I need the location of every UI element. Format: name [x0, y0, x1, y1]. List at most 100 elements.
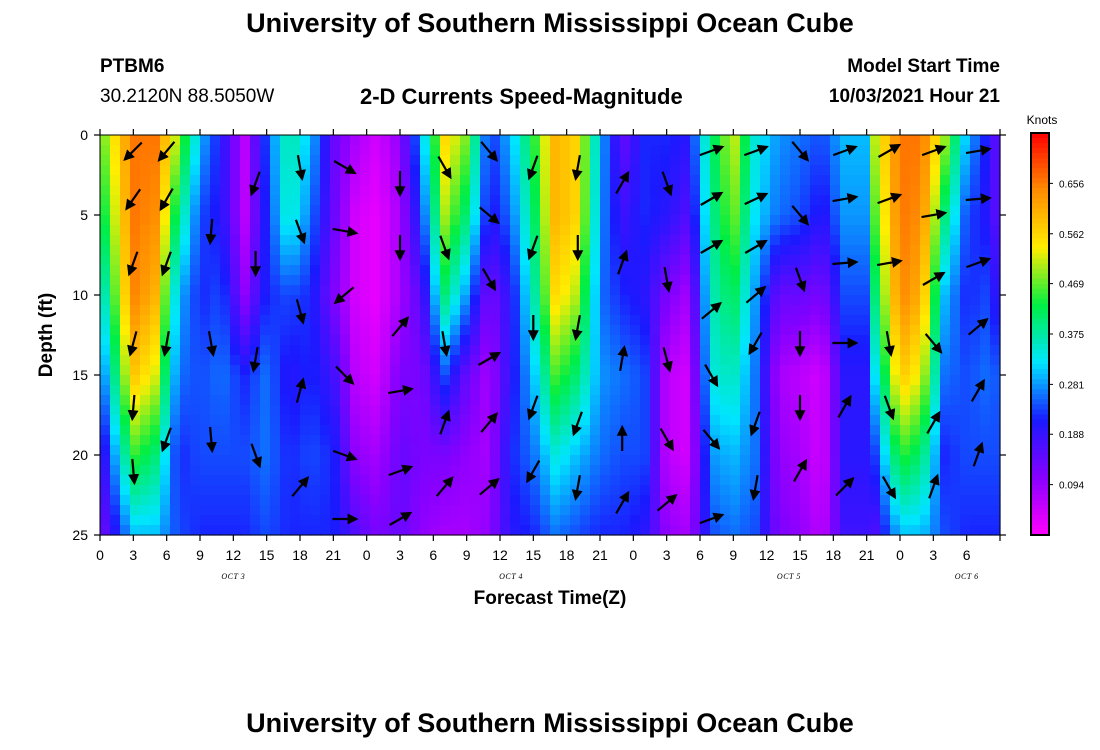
heatmap-cell [360, 495, 371, 506]
heatmap-cell [220, 475, 231, 486]
heatmap-cell [530, 365, 541, 376]
heatmap-cell [680, 215, 691, 226]
heatmap-cell [400, 395, 411, 406]
heatmap-cell [950, 485, 961, 496]
heatmap-cell [170, 165, 181, 176]
heatmap-cell [430, 155, 441, 166]
heatmap-cell [850, 325, 861, 336]
heatmap-cell [680, 455, 691, 466]
heatmap-cell [230, 365, 241, 376]
heatmap-cell [470, 375, 481, 386]
heatmap-cell [470, 265, 481, 276]
heatmap-cell [870, 485, 881, 496]
heatmap-cell [810, 455, 821, 466]
heatmap-cell [690, 235, 701, 246]
heatmap-cell [880, 165, 891, 176]
heatmap-cell [670, 515, 681, 526]
heatmap-cell [830, 405, 841, 416]
heatmap-cell [920, 315, 931, 326]
heatmap-cell [470, 465, 481, 476]
heatmap-cell [490, 395, 501, 406]
heatmap-cell [720, 245, 731, 256]
heatmap-cell [390, 515, 401, 526]
heatmap-cell [240, 155, 251, 166]
heatmap-cell [640, 225, 651, 236]
heatmap-cell [820, 255, 831, 266]
heatmap-cell [800, 435, 811, 446]
heatmap-cell [770, 525, 781, 536]
heatmap-cell [450, 225, 461, 236]
day-label: OCT 5 [777, 572, 801, 581]
heatmap-cell [640, 415, 651, 426]
heatmap-cell [570, 455, 581, 466]
heatmap-cell [390, 445, 401, 456]
heatmap-cell [180, 375, 191, 386]
heatmap-cell [330, 325, 341, 336]
heatmap-cell [240, 395, 251, 406]
heatmap-cell [410, 345, 421, 356]
heatmap-cell [840, 335, 851, 346]
heatmap-cell [470, 295, 481, 306]
heatmap-cell [750, 165, 761, 176]
heatmap-cell [590, 175, 601, 186]
heatmap-cell [380, 345, 391, 356]
colorbar-segment [1031, 213, 1049, 220]
current-vector-arrow [389, 511, 413, 526]
heatmap-cell [620, 515, 631, 526]
heatmap-cell [940, 455, 951, 466]
heatmap-cell [940, 305, 951, 316]
heatmap-cell [550, 135, 561, 146]
heatmap-cell [100, 215, 111, 226]
heatmap-cell [950, 325, 961, 336]
heatmap-cell [290, 175, 301, 186]
heatmap-cell [890, 375, 901, 386]
colorbar-segment [1031, 318, 1049, 325]
heatmap-cell [780, 245, 791, 256]
heatmap-cell [470, 135, 481, 146]
heatmap-cell [610, 205, 621, 216]
heatmap-cell [200, 255, 211, 266]
heatmap-cell [120, 485, 131, 496]
colorbar-tick-label: 0.094 [1059, 481, 1084, 492]
heatmap-cell [800, 175, 811, 186]
heatmap-cell [190, 525, 201, 536]
heatmap-cell [710, 295, 721, 306]
heatmap-cell [200, 315, 211, 326]
heatmap-cell [580, 165, 591, 176]
heatmap-cell [320, 325, 331, 336]
heatmap-cell [350, 365, 361, 376]
heatmap-cell [260, 265, 271, 276]
heatmap-cell [280, 235, 291, 246]
heatmap-cell [120, 345, 131, 356]
heatmap-cell [890, 175, 901, 186]
heatmap-cell [860, 245, 871, 256]
day-label: OCT 6 [955, 572, 979, 581]
heatmap-cell [590, 405, 601, 416]
heatmap-cell [900, 325, 911, 336]
heatmap-cell [680, 305, 691, 316]
heatmap-cell [760, 525, 771, 536]
heatmap-cell [100, 305, 111, 316]
heatmap-cell [670, 455, 681, 466]
heatmap-cell [380, 325, 391, 336]
heatmap-cell [210, 175, 221, 186]
heatmap-cell [670, 405, 681, 416]
heatmap-cell [590, 365, 601, 376]
heatmap-cell [240, 165, 251, 176]
heatmap-cell [700, 325, 711, 336]
heatmap-cell [290, 495, 301, 506]
heatmap-cell [840, 365, 851, 376]
heatmap-cell [360, 285, 371, 296]
heatmap-cell [600, 145, 611, 156]
heatmap-cell [460, 365, 471, 376]
heatmap-cell [340, 345, 351, 356]
heatmap-cell [620, 195, 631, 206]
heatmap-cell [340, 315, 351, 326]
heatmap-cell [660, 305, 671, 316]
heatmap-cell [910, 195, 921, 206]
heatmap-cell [540, 405, 551, 416]
heatmap-cell [720, 205, 731, 216]
heatmap-cell [490, 325, 501, 336]
heatmap-cell [890, 215, 901, 226]
heatmap-cell [350, 155, 361, 166]
